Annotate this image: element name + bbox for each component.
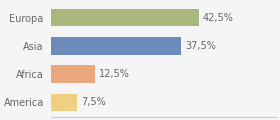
Bar	[51, 37, 181, 55]
Text: 7,5%: 7,5%	[81, 97, 106, 107]
Bar	[51, 9, 199, 26]
Text: 37,5%: 37,5%	[185, 41, 216, 51]
Text: 12,5%: 12,5%	[99, 69, 130, 79]
Bar	[51, 65, 95, 83]
Bar	[51, 94, 77, 111]
Text: 42,5%: 42,5%	[203, 13, 234, 23]
